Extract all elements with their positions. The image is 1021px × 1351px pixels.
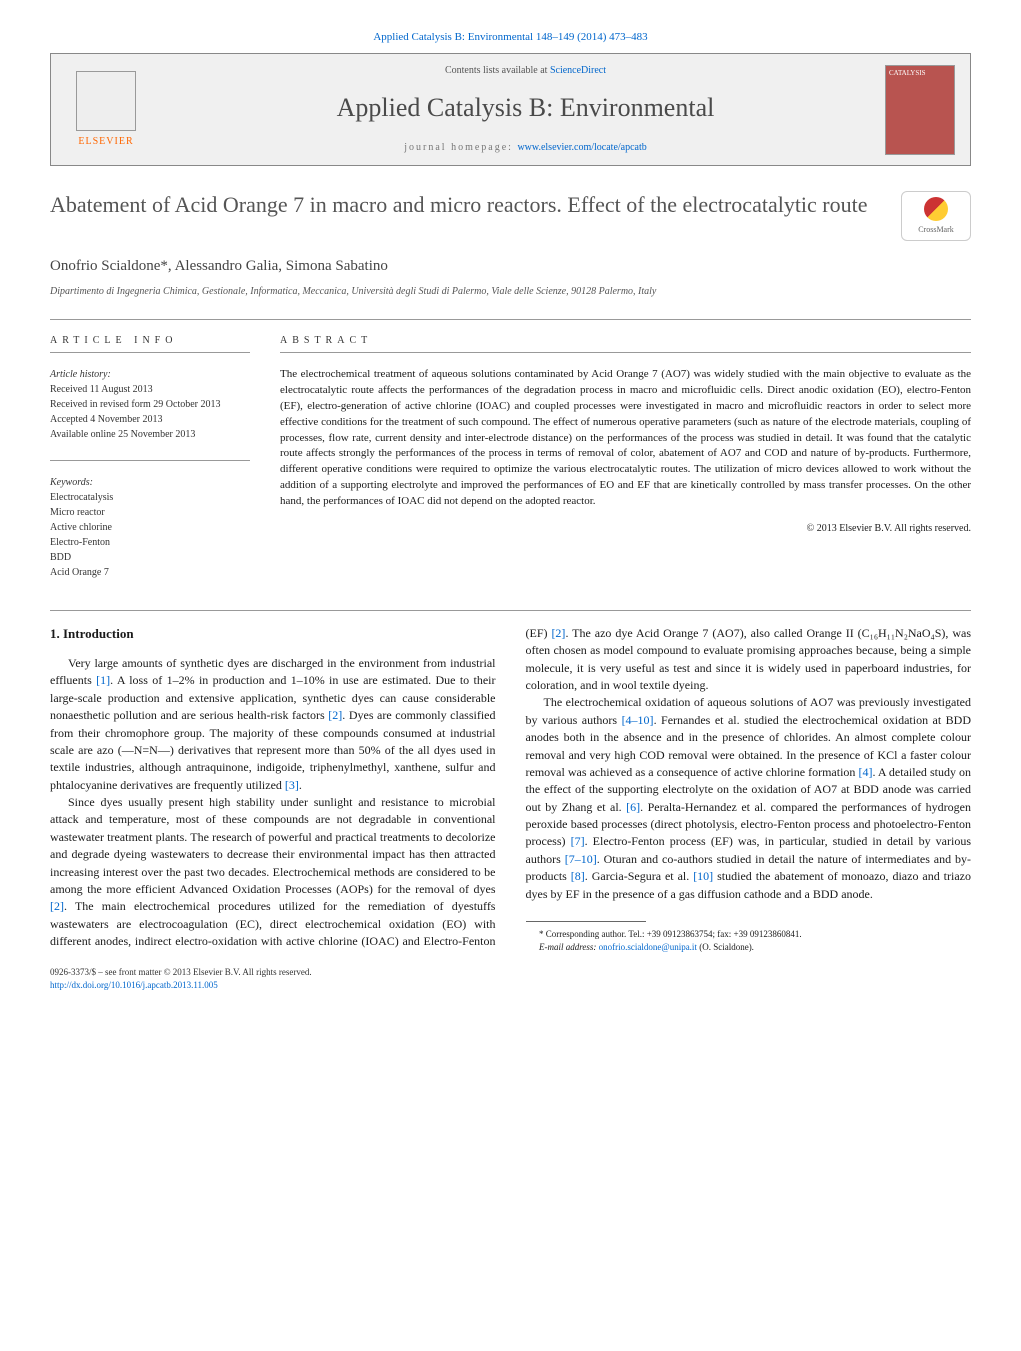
- doi-link[interactable]: http://dx.doi.org/10.1016/j.apcatb.2013.…: [50, 980, 218, 990]
- corresponding-author-footnote: * Corresponding author. Tel.: +39 091238…: [526, 928, 972, 941]
- citation-link[interactable]: [8]: [571, 869, 585, 883]
- keyword: Active chlorine: [50, 520, 250, 535]
- copyright: © 2013 Elsevier B.V. All rights reserved…: [280, 522, 971, 536]
- keyword: Acid Orange 7: [50, 565, 250, 580]
- title-row: Abatement of Acid Orange 7 in macro and …: [50, 191, 971, 241]
- divider: [280, 352, 971, 353]
- journal-reference[interactable]: Applied Catalysis B: Environmental 148–1…: [50, 30, 971, 45]
- keywords-block: Keywords: Electrocatalysis Micro reactor…: [50, 475, 250, 580]
- email-label: E-mail address:: [539, 942, 599, 952]
- paragraph: Very large amounts of synthetic dyes are…: [50, 655, 496, 794]
- abstract-column: abstract The electrochemical treatment o…: [280, 334, 971, 580]
- citation-link[interactable]: [7]: [571, 834, 585, 848]
- contents-line: Contents lists available at ScienceDirec…: [166, 64, 885, 78]
- citation-link[interactable]: [10]: [693, 869, 713, 883]
- footnote-separator: [526, 921, 646, 922]
- keyword: Electro-Fenton: [50, 535, 250, 550]
- citation-link[interactable]: [4]: [858, 765, 872, 779]
- divider: [50, 319, 971, 320]
- page-footer: 0926-3373/$ – see front matter © 2013 El…: [50, 966, 971, 991]
- journal-header: ELSEVIER Contents lists available at Sci…: [50, 53, 971, 165]
- body-text: 1. Introduction Very large amounts of sy…: [50, 625, 971, 954]
- text: Since dyes usually present high stabilit…: [50, 795, 496, 896]
- abstract-label: abstract: [280, 334, 971, 348]
- history-online: Available online 25 November 2013: [50, 427, 250, 442]
- history-received: Received 11 August 2013: [50, 382, 250, 397]
- citation-link[interactable]: [4–10]: [622, 713, 654, 727]
- intro-heading: 1. Introduction: [50, 625, 496, 643]
- citation-link[interactable]: [1]: [96, 673, 110, 687]
- article-title: Abatement of Acid Orange 7 in macro and …: [50, 191, 901, 220]
- abstract-text: The electrochemical treatment of aqueous…: [280, 367, 971, 510]
- divider: [50, 610, 971, 611]
- contents-prefix: Contents lists available at: [445, 65, 550, 76]
- publisher-name: ELSEVIER: [78, 135, 133, 149]
- crossmark-icon: [924, 197, 948, 221]
- article-info-column: article info Article history: Received 1…: [50, 334, 250, 580]
- article-info-label: article info: [50, 334, 250, 348]
- header-center: Contents lists available at ScienceDirec…: [166, 64, 885, 154]
- keyword: Electrocatalysis: [50, 490, 250, 505]
- citation-link[interactable]: [3]: [285, 778, 299, 792]
- citation-link[interactable]: [2]: [551, 626, 565, 640]
- email-suffix: (O. Scialdone).: [697, 942, 754, 952]
- paragraph: The electrochemical oxidation of aqueous…: [526, 694, 972, 903]
- history-revised: Received in revised form 29 October 2013: [50, 397, 250, 412]
- email-link[interactable]: onofrio.scialdone@unipa.it: [599, 942, 697, 952]
- homepage-prefix: journal homepage:: [404, 142, 517, 153]
- info-abstract-row: article info Article history: Received 1…: [50, 334, 971, 580]
- homepage-link[interactable]: www.elsevier.com/locate/apcatb: [517, 142, 646, 153]
- crossmark-label: CrossMark: [918, 224, 954, 235]
- publisher-logo[interactable]: ELSEVIER: [66, 65, 146, 155]
- text: . The main electrochemical procedures: [64, 899, 279, 913]
- article-history: Article history: Received 11 August 2013…: [50, 367, 250, 442]
- homepage-line: journal homepage: www.elsevier.com/locat…: [166, 141, 885, 155]
- citation-link[interactable]: [2]: [328, 708, 342, 722]
- elsevier-tree-icon: [76, 71, 136, 131]
- divider: [50, 460, 250, 461]
- divider: [50, 352, 250, 353]
- keyword: Micro reactor: [50, 505, 250, 520]
- sciencedirect-link[interactable]: ScienceDirect: [550, 65, 606, 76]
- keyword: BDD: [50, 550, 250, 565]
- email-footnote: E-mail address: onofrio.scialdone@unipa.…: [526, 941, 972, 954]
- text: . Garcia-Segura et al.: [585, 869, 693, 883]
- keywords-label: Keywords:: [50, 475, 250, 490]
- history-label: Article history:: [50, 367, 250, 382]
- affiliation: Dipartimento di Ingegneria Chimica, Gest…: [50, 285, 971, 299]
- text: . The azo dye Acid Orange 7 (AO7), also …: [526, 626, 972, 692]
- citation-link[interactable]: [6]: [626, 800, 640, 814]
- crossmark-badge[interactable]: CrossMark: [901, 191, 971, 241]
- authors: Onofrio Scialdone*, Alessandro Galia, Si…: [50, 256, 971, 277]
- journal-name: Applied Catalysis B: Environmental: [166, 90, 885, 126]
- citation-link[interactable]: [7–10]: [565, 852, 597, 866]
- citation-link[interactable]: [2]: [50, 899, 64, 913]
- history-accepted: Accepted 4 November 2013: [50, 412, 250, 427]
- journal-cover-thumbnail[interactable]: CATALYSIS: [885, 65, 955, 155]
- issn-line: 0926-3373/$ – see front matter © 2013 El…: [50, 966, 971, 979]
